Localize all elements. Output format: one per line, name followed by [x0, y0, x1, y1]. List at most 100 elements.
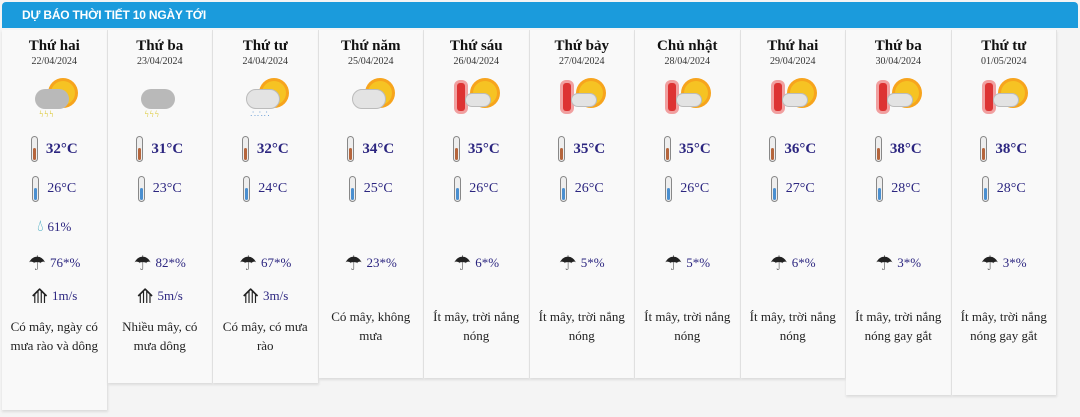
thermometer-high-icon	[874, 136, 882, 162]
rain-chance: 3*%	[1002, 255, 1027, 270]
low-temp: 26°C	[47, 181, 77, 196]
partly-cloudy-icon	[346, 77, 396, 121]
hot-sun-icon	[768, 77, 818, 121]
thermometer-low-icon	[454, 176, 462, 202]
day-date: 28/04/2024	[664, 56, 711, 67]
weather-description: Ít mây, trời nắng nóng	[433, 309, 520, 343]
thermometer-high-icon	[452, 136, 460, 162]
forecast-header: DỰ BÁO THỜI TIẾT 10 NGÀY TỚI	[2, 2, 1078, 28]
weather-description: Ít mây, trời nắng nóng	[538, 309, 625, 343]
wind-speed: 1m/s	[51, 288, 78, 303]
thermometer-low-icon	[981, 176, 989, 202]
rain-chance: 3*%	[897, 255, 922, 270]
day-column: Thứ hai 22/04/2024 ϟϟϟ 32°C 26°C 💧︎ 61% ☂…	[2, 30, 108, 410]
day-column: Thứ tư 24/04/2024 ∴∴∴ 32°C 24°C ☂︎ 67*% ⟰…	[213, 30, 319, 383]
umbrella-icon: ☂︎	[664, 252, 683, 275]
day-date: 22/04/2024	[31, 56, 78, 67]
thermometer-low-icon	[876, 176, 884, 202]
day-date: 01/05/2024	[980, 56, 1027, 67]
rain-chance: 23*%	[366, 255, 397, 270]
thermometer-low-icon	[559, 176, 567, 202]
thermometer-low-icon	[665, 176, 673, 202]
rain-sun-icon: ∴∴∴	[240, 77, 290, 121]
umbrella-icon: ☂︎	[453, 252, 472, 275]
low-temp: 23°C	[152, 181, 182, 196]
umbrella-icon: ☂︎	[769, 252, 788, 275]
high-temp: 32°C	[256, 140, 289, 157]
thermometer-high-icon	[30, 136, 38, 162]
day-name: Thứ hai	[28, 38, 80, 54]
day-date: 26/04/2024	[453, 56, 500, 67]
low-temp: 26°C	[680, 181, 710, 196]
umbrella-icon: ☂︎	[239, 252, 258, 275]
forecast-row: Thứ hai 22/04/2024 ϟϟϟ 32°C 26°C 💧︎ 61% ☂…	[2, 30, 1057, 410]
high-temp: 35°C	[573, 140, 606, 157]
high-temp: 38°C	[889, 140, 922, 157]
day-date: 23/04/2024	[136, 56, 183, 67]
wind-speed: 5m/s	[157, 288, 183, 303]
day-column: Thứ hai 29/04/2024 36°C 27°C ☂︎ 6*% Ít mâ…	[740, 30, 846, 378]
umbrella-icon: ☂︎	[558, 252, 577, 275]
day-column: Thứ năm 25/04/2024 34°C 25°C ☂︎ 23*% Có m…	[318, 30, 424, 378]
low-temp: 26°C	[574, 181, 604, 196]
high-temp: 35°C	[467, 140, 500, 157]
weather-description: Có mây, có mưa rào	[222, 319, 308, 353]
day-column: Chủ nhật 28/04/2024 35°C 26°C ☂︎ 5*% Ít m…	[635, 30, 741, 378]
thermometer-low-icon	[137, 176, 145, 202]
high-temp: 32°C	[45, 140, 78, 157]
umbrella-icon: ☂︎	[344, 252, 363, 275]
wind-direction-icon: ⟰	[31, 285, 48, 308]
high-temp: 31°C	[151, 140, 184, 157]
low-temp: 27°C	[785, 181, 815, 196]
rain-chance: 5*%	[686, 255, 711, 270]
day-name: Thứ ba	[136, 38, 184, 54]
hot-sun-icon	[557, 77, 607, 121]
day-name: Thứ sáu	[449, 38, 503, 54]
high-temp: 36°C	[784, 140, 817, 157]
weather-description: Ít mây, trời nắng nóng	[749, 309, 836, 343]
day-name: Thứ năm	[341, 38, 401, 54]
hot-sun-icon	[873, 77, 923, 121]
day-date: 29/04/2024	[769, 56, 816, 67]
weather-description: Nhiều mây, có mưa dông	[122, 319, 198, 353]
rain-chance: 6*%	[475, 255, 500, 270]
thunderstorm-icon: ϟϟϟ	[135, 77, 185, 121]
wind-direction-icon: ⟰	[242, 285, 259, 308]
day-date: 25/04/2024	[347, 56, 394, 67]
wind-speed: 3m/s	[262, 288, 289, 303]
day-name: Thứ bảy	[554, 38, 609, 54]
day-date: 30/04/2024	[875, 56, 922, 67]
weather-description: Có mây, ngày có mưa rào và dông	[10, 319, 99, 353]
thermometer-high-icon	[769, 136, 777, 162]
day-date: 24/04/2024	[242, 56, 289, 67]
umbrella-icon: ☂︎	[133, 252, 152, 275]
low-temp: 25°C	[363, 181, 393, 196]
rain-chance: 76*%	[50, 255, 81, 270]
thermometer-low-icon	[348, 176, 356, 202]
thermometer-high-icon	[980, 136, 988, 162]
low-temp: 24°C	[258, 181, 288, 196]
day-date: 27/04/2024	[558, 56, 605, 67]
wind-direction-icon: ⟰	[136, 285, 154, 308]
day-name: Chủ nhật	[657, 38, 718, 54]
thermometer-high-icon	[347, 136, 355, 162]
umbrella-icon: ☂︎	[875, 252, 894, 275]
day-name: Thứ tư	[981, 38, 1027, 54]
high-temp: 34°C	[362, 140, 395, 157]
thermometer-high-icon	[136, 136, 144, 162]
low-temp: 26°C	[469, 181, 499, 196]
thermometer-high-icon	[558, 136, 566, 162]
umbrella-icon: ☂︎	[980, 252, 999, 275]
day-column: Thứ ba 23/04/2024 ϟϟϟ 31°C 23°C ☂︎ 82*% ⟰…	[107, 30, 213, 383]
umbrella-icon: ☂︎	[28, 252, 47, 275]
high-temp: 38°C	[995, 140, 1028, 157]
day-name: Thứ tư	[242, 38, 288, 54]
humidity: 61%	[47, 219, 72, 234]
thermometer-low-icon	[32, 176, 40, 202]
rain-chance: 67*%	[261, 255, 292, 270]
low-temp: 28°C	[891, 181, 921, 196]
hot-sun-icon	[979, 77, 1029, 121]
thermometer-low-icon	[770, 176, 778, 202]
humidity-drop-icon: 💧︎	[37, 218, 44, 235]
day-column: Thứ bảy 27/04/2024 35°C 26°C ☂︎ 5*% Ít mâ…	[529, 30, 635, 378]
